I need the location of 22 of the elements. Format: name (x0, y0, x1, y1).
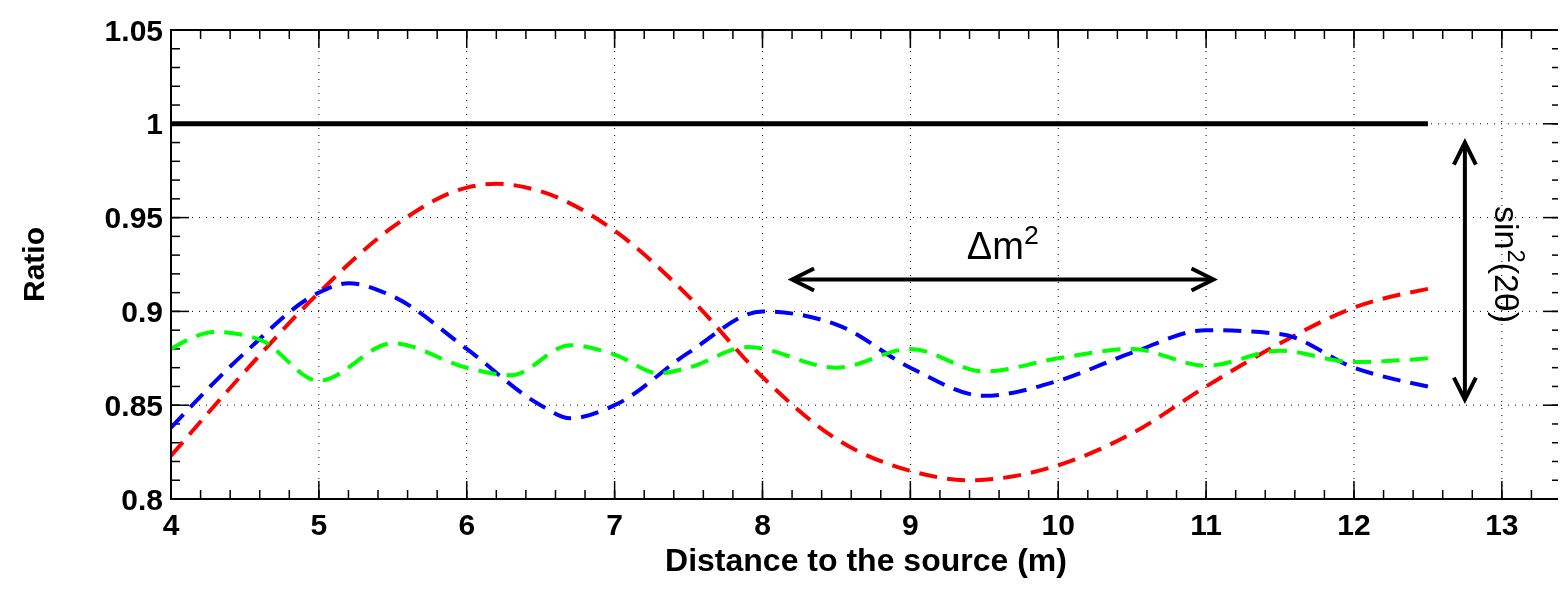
x-axis-title: Distance to the source (m) (665, 542, 1067, 578)
y-tick-label: 1.05 (104, 13, 163, 47)
x-tick-label: 8 (754, 508, 771, 541)
y-tick-label: 0.8 (121, 482, 163, 516)
line-series (171, 281, 1430, 430)
y-tick-label: 1 (146, 107, 163, 141)
x-tick-label: 7 (606, 508, 623, 541)
x-tick-label: 13 (1485, 508, 1519, 541)
line-series (171, 181, 1430, 483)
x-tick-label: 10 (1041, 508, 1075, 541)
x-tick-label: 5 (310, 508, 328, 541)
y-tick-label: 0.95 (104, 201, 163, 235)
x-tick-label: 4 (162, 508, 180, 541)
x-tick-label: 9 (902, 508, 919, 541)
y-tick-label: 0.9 (121, 294, 163, 328)
x-tick-label: 6 (458, 508, 476, 541)
annotation: Δm$^{2}$ (966, 219, 1039, 267)
y-tick-label: 0.85 (104, 388, 163, 422)
y-axis-title: Ratio (17, 227, 50, 302)
line-series (171, 330, 1430, 383)
x-tick-label: 12 (1337, 508, 1371, 541)
x-tick-label: 11 (1190, 508, 1222, 541)
